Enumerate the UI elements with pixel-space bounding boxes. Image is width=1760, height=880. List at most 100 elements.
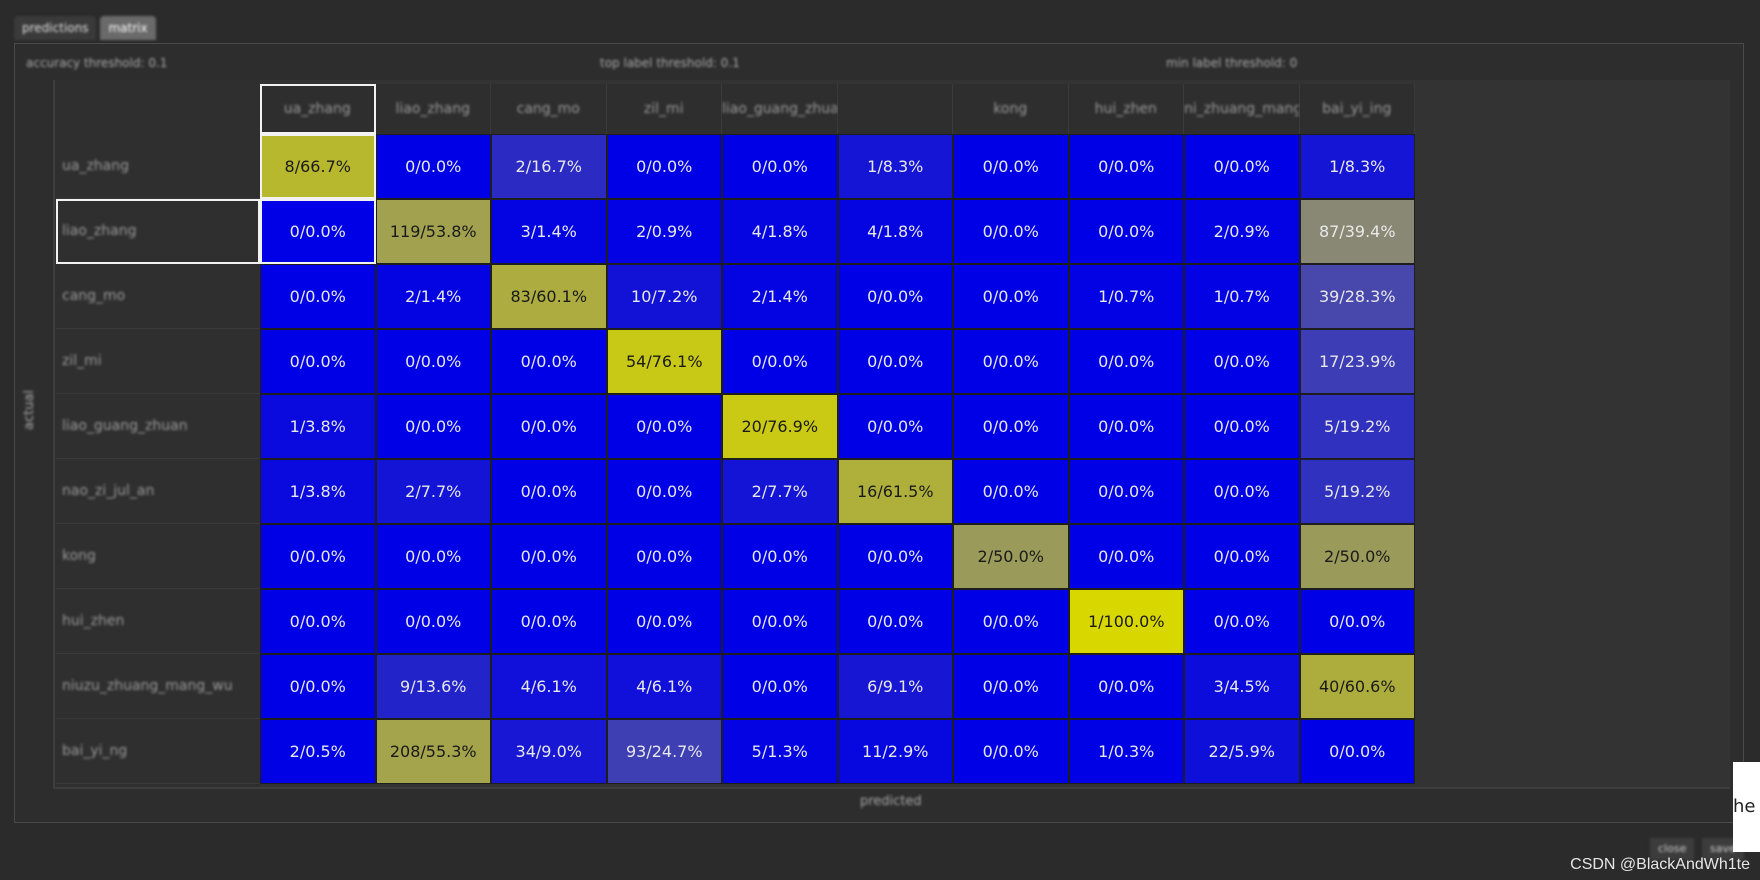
matrix-cell[interactable]: 10/7.2% — [606, 264, 722, 329]
matrix-cell[interactable]: 0/0.0% — [953, 264, 1069, 329]
column-header[interactable]: kong — [953, 84, 1069, 134]
matrix-cell[interactable]: 4/6.1% — [606, 654, 722, 719]
column-header[interactable]: cang_mo — [491, 84, 607, 134]
matrix-cell[interactable]: 0/0.0% — [260, 589, 376, 654]
matrix-cell[interactable]: 0/0.0% — [491, 329, 607, 394]
matrix-cell[interactable]: 0/0.0% — [606, 589, 722, 654]
matrix-cell[interactable]: 0/0.0% — [606, 394, 722, 459]
column-header[interactable]: ua_zhang — [260, 84, 376, 134]
row-header[interactable]: hui_zhen — [56, 589, 260, 654]
row-header[interactable]: niuzu_zhuang_mang_wu — [56, 654, 260, 719]
matrix-cell[interactable]: 0/0.0% — [1068, 199, 1184, 264]
matrix-cell[interactable]: 87/39.4% — [1299, 199, 1415, 264]
matrix-cell[interactable]: 2/7.7% — [722, 459, 838, 524]
matrix-cell[interactable]: 0/0.0% — [722, 134, 838, 199]
matrix-cell[interactable]: 0/0.0% — [1068, 134, 1184, 199]
matrix-cell[interactable]: 0/0.0% — [1068, 329, 1184, 394]
matrix-cell[interactable]: 1/0.7% — [1184, 264, 1300, 329]
matrix-cell[interactable]: 5/1.3% — [722, 719, 838, 784]
matrix-cell[interactable]: 0/0.0% — [1299, 719, 1415, 784]
matrix-cell[interactable]: 0/0.0% — [953, 329, 1069, 394]
column-header[interactable]: bai_yi_ing — [1299, 84, 1415, 134]
matrix-cell[interactable]: 2/0.5% — [260, 719, 376, 784]
matrix-cell[interactable]: 22/5.9% — [1184, 719, 1300, 784]
matrix-cell[interactable]: 5/19.2% — [1299, 394, 1415, 459]
matrix-cell[interactable]: 0/0.0% — [1184, 134, 1300, 199]
matrix-cell[interactable]: 0/0.0% — [375, 329, 491, 394]
matrix-cell[interactable]: 2/50.0% — [953, 524, 1069, 589]
column-header[interactable]: zil_mi — [606, 84, 722, 134]
matrix-cell[interactable]: 0/0.0% — [1068, 394, 1184, 459]
matrix-cell[interactable]: 0/0.0% — [491, 589, 607, 654]
matrix-cell[interactable]: 0/0.0% — [260, 199, 376, 264]
row-header[interactable]: liao_zhang — [56, 199, 260, 264]
matrix-cell[interactable]: 0/0.0% — [1184, 329, 1300, 394]
matrix-cell[interactable]: 0/0.0% — [491, 394, 607, 459]
matrix-cell[interactable]: 0/0.0% — [1184, 394, 1300, 459]
matrix-cell[interactable]: 208/55.3% — [375, 719, 491, 784]
matrix-cell[interactable]: 0/0.0% — [1068, 459, 1184, 524]
matrix-cell[interactable]: 0/0.0% — [722, 524, 838, 589]
matrix-cell[interactable]: 0/0.0% — [606, 459, 722, 524]
matrix-cell[interactable]: 2/50.0% — [1299, 524, 1415, 589]
column-header[interactable]: liao_zhang — [375, 84, 491, 134]
matrix-cell[interactable]: 1/0.7% — [1068, 264, 1184, 329]
row-header[interactable]: nao_zi_jul_an — [56, 459, 260, 524]
matrix-cell[interactable]: 0/0.0% — [953, 719, 1069, 784]
matrix-cell[interactable]: 0/0.0% — [953, 394, 1069, 459]
column-header[interactable] — [837, 84, 953, 134]
matrix-cell[interactable]: 0/0.0% — [722, 329, 838, 394]
column-header[interactable]: ni_zhuang_mang — [1184, 84, 1300, 134]
matrix-cell[interactable]: 0/0.0% — [260, 654, 376, 719]
matrix-cell[interactable]: 16/61.5% — [837, 459, 953, 524]
matrix-cell[interactable]: 17/23.9% — [1299, 329, 1415, 394]
row-header[interactable]: cang_mo — [56, 264, 260, 329]
close-button[interactable]: close — [1650, 838, 1695, 860]
matrix-cell[interactable]: 0/0.0% — [375, 394, 491, 459]
matrix-cell[interactable]: 0/0.0% — [260, 524, 376, 589]
row-header[interactable]: liao_guang_zhuan — [56, 394, 260, 459]
matrix-cell[interactable]: 0/0.0% — [606, 524, 722, 589]
matrix-cell[interactable]: 4/1.8% — [722, 199, 838, 264]
matrix-cell[interactable]: 83/60.1% — [491, 264, 607, 329]
matrix-cell[interactable]: 0/0.0% — [837, 264, 953, 329]
matrix-cell[interactable]: 20/76.9% — [722, 394, 838, 459]
matrix-cell[interactable]: 93/24.7% — [606, 719, 722, 784]
matrix-cell[interactable]: 0/0.0% — [375, 589, 491, 654]
matrix-cell[interactable]: 2/16.7% — [491, 134, 607, 199]
matrix-cell[interactable]: 0/0.0% — [953, 459, 1069, 524]
matrix-cell[interactable]: 8/66.7% — [260, 134, 376, 199]
matrix-cell[interactable]: 0/0.0% — [953, 134, 1069, 199]
matrix-cell[interactable]: 11/2.9% — [837, 719, 953, 784]
matrix-cell[interactable]: 1/3.8% — [260, 459, 376, 524]
column-header[interactable]: hui_zhen — [1068, 84, 1184, 134]
matrix-cell[interactable]: 34/9.0% — [491, 719, 607, 784]
matrix-cell[interactable]: 2/0.9% — [606, 199, 722, 264]
tab-matrix[interactable]: matrix — [100, 16, 156, 40]
matrix-cell[interactable]: 0/0.0% — [1184, 524, 1300, 589]
matrix-cell[interactable]: 0/0.0% — [491, 459, 607, 524]
matrix-cell[interactable]: 0/0.0% — [953, 199, 1069, 264]
matrix-cell[interactable]: 119/53.8% — [375, 199, 491, 264]
matrix-cell[interactable]: 0/0.0% — [1299, 589, 1415, 654]
matrix-cell[interactable]: 0/0.0% — [722, 589, 838, 654]
matrix-cell[interactable]: 0/0.0% — [1068, 654, 1184, 719]
matrix-cell[interactable]: 2/1.4% — [375, 264, 491, 329]
matrix-cell[interactable]: 0/0.0% — [260, 264, 376, 329]
matrix-cell[interactable]: 0/0.0% — [260, 329, 376, 394]
matrix-cell[interactable]: 39/28.3% — [1299, 264, 1415, 329]
matrix-cell[interactable]: 0/0.0% — [837, 589, 953, 654]
row-header[interactable]: bai_yi_ng — [56, 719, 260, 784]
matrix-cell[interactable]: 6/9.1% — [837, 654, 953, 719]
matrix-cell[interactable]: 0/0.0% — [837, 329, 953, 394]
matrix-cell[interactable]: 5/19.2% — [1299, 459, 1415, 524]
row-header[interactable]: kong — [56, 524, 260, 589]
tab-predictions[interactable]: predictions — [14, 16, 97, 40]
matrix-cell[interactable]: 1/8.3% — [1299, 134, 1415, 199]
matrix-cell[interactable]: 40/60.6% — [1299, 654, 1415, 719]
matrix-cell[interactable]: 0/0.0% — [1184, 459, 1300, 524]
matrix-cell[interactable]: 0/0.0% — [606, 134, 722, 199]
matrix-cell[interactable]: 0/0.0% — [1184, 589, 1300, 654]
matrix-cell[interactable]: 0/0.0% — [722, 654, 838, 719]
